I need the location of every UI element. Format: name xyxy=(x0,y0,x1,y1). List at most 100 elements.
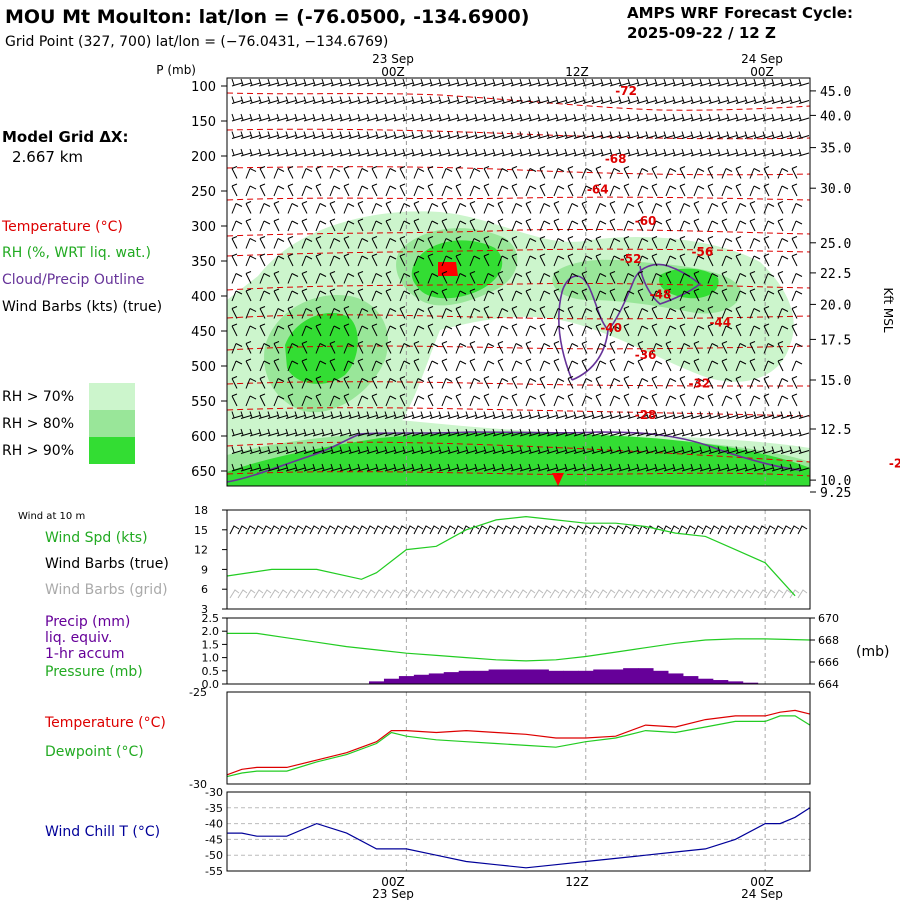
wind-barb xyxy=(749,238,761,249)
wind-barb xyxy=(707,306,714,319)
wind-barb xyxy=(273,201,280,214)
wind-barb xyxy=(672,428,684,437)
precip-bar xyxy=(578,670,594,684)
wind-barb xyxy=(581,238,593,249)
grid-wind-barb xyxy=(789,589,800,599)
wind-barb xyxy=(321,78,333,87)
wind-barb xyxy=(348,131,360,139)
wind-barb xyxy=(240,96,252,104)
wind-barb xyxy=(735,78,747,87)
wind-barb xyxy=(546,428,558,437)
wind-barb xyxy=(798,446,810,454)
surface-wind-barb xyxy=(525,525,536,535)
wind-barb xyxy=(240,148,252,157)
wind-barb xyxy=(546,148,558,157)
pressure-tick-label: 550 xyxy=(191,395,216,410)
surface-wind-barb xyxy=(405,525,416,535)
wind-barb xyxy=(762,78,774,87)
wind-barb xyxy=(501,148,513,157)
wind-barb xyxy=(294,446,306,454)
wind-barb xyxy=(357,271,364,284)
grid-wind-barb xyxy=(245,589,256,599)
grid-wind-barb xyxy=(309,589,320,599)
wind-barb xyxy=(483,273,495,284)
wind-barb xyxy=(287,220,299,232)
wind-barb xyxy=(285,428,297,437)
grid-wind-barb xyxy=(349,589,360,599)
wind-barb xyxy=(273,308,285,319)
wind-barb xyxy=(469,358,476,372)
wind-barb xyxy=(780,463,792,472)
surface-wind-barb xyxy=(677,525,688,535)
temp-panel-yticks: -25 -30 xyxy=(189,686,207,791)
wind-barb xyxy=(245,341,252,354)
wind-barb xyxy=(595,290,607,302)
wind-barb xyxy=(721,358,728,372)
wind-barb xyxy=(492,428,504,437)
surface-wind-barb xyxy=(453,525,464,535)
wind-barb xyxy=(312,113,324,122)
wind-barb xyxy=(553,218,560,232)
wind-barb xyxy=(708,428,720,437)
wind-barb xyxy=(492,446,504,454)
wind-barb xyxy=(343,183,350,197)
legend-accum: 1-hr accum xyxy=(45,646,125,662)
surface-wind-barb xyxy=(509,525,520,535)
wind-barb xyxy=(564,148,576,157)
wind-barb xyxy=(753,96,765,104)
wind-barb xyxy=(483,253,490,267)
wind-barb xyxy=(510,148,522,157)
wind-barb xyxy=(581,358,588,372)
wind-barb xyxy=(375,428,387,437)
wind-barb xyxy=(231,148,243,157)
wind-barb xyxy=(385,201,392,214)
surface-wind-barb xyxy=(237,525,248,535)
wind-barb xyxy=(258,463,270,472)
wind-barb xyxy=(240,411,252,419)
wind-barb xyxy=(456,96,468,104)
altitude-tick-label: 17.5 xyxy=(820,333,851,348)
wind-barb xyxy=(600,428,612,437)
wind-barb xyxy=(483,343,495,354)
surface-wind-barb xyxy=(445,525,456,535)
wind-barb xyxy=(707,183,714,197)
wind-barb xyxy=(744,463,756,472)
wind-barb xyxy=(693,341,700,354)
wind-barb xyxy=(609,201,616,214)
wind-barb xyxy=(595,253,602,267)
wind-barb xyxy=(693,271,700,284)
wind-barb xyxy=(501,428,513,437)
wind-barb xyxy=(798,463,810,472)
wind-barb xyxy=(623,290,635,302)
wind-barb xyxy=(357,185,369,197)
wind-barb xyxy=(357,341,364,354)
wind-barb xyxy=(693,358,700,372)
wind-barb xyxy=(385,378,397,389)
wind-barb xyxy=(413,378,425,389)
wind-barb xyxy=(798,148,810,157)
wind-barb xyxy=(791,343,803,354)
wind-barb xyxy=(385,255,397,267)
wind-barb xyxy=(413,308,425,319)
wind-barb xyxy=(749,168,761,179)
wind-barb xyxy=(413,288,420,302)
wind-barb xyxy=(240,446,252,454)
wind-barb xyxy=(483,203,495,214)
wind-barb xyxy=(595,236,602,249)
wind-barb xyxy=(582,131,594,139)
wind-barb xyxy=(469,271,476,284)
wind-barb xyxy=(609,168,621,179)
wind-barb xyxy=(371,290,383,302)
wind-barb xyxy=(343,376,350,389)
wind-barb xyxy=(780,78,792,87)
wind-barb xyxy=(708,148,720,157)
wind-barb xyxy=(371,253,378,267)
wind-barb xyxy=(259,376,266,389)
wind-barb xyxy=(375,411,387,419)
wind-barb xyxy=(581,288,588,302)
wind-barb xyxy=(371,360,383,372)
wind-barb xyxy=(492,113,504,122)
precip-bar xyxy=(458,670,475,684)
wind-barb xyxy=(497,201,504,214)
precip-bar xyxy=(667,673,684,684)
